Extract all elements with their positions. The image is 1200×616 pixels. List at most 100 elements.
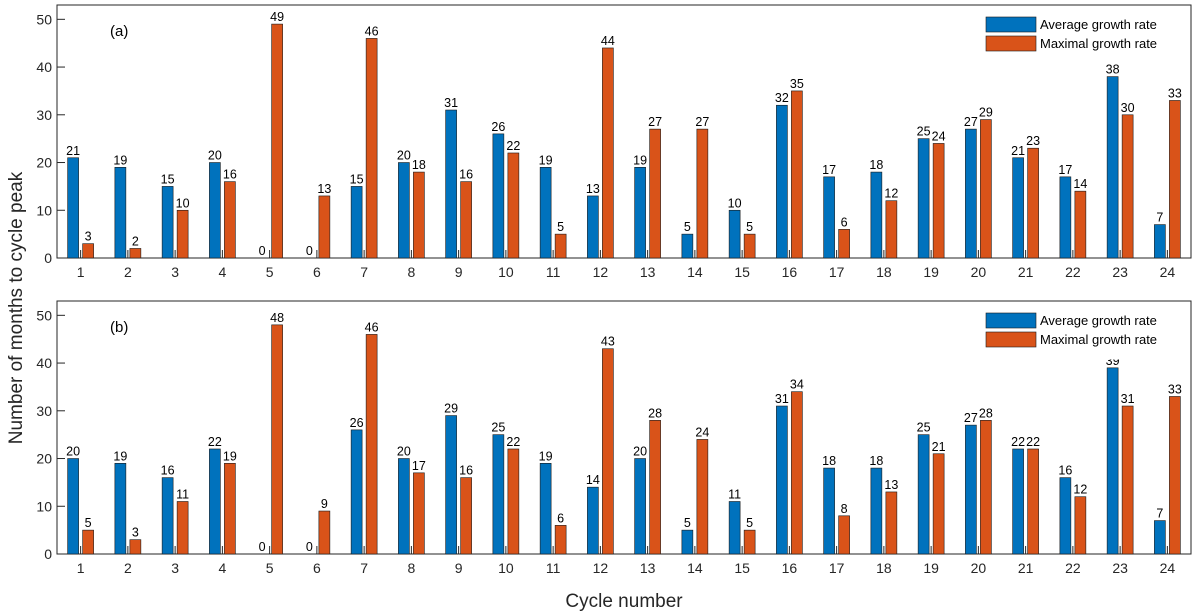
x-tick-label: 2 [124,264,132,280]
x-tick-label: 20 [971,560,987,576]
data-label: 27 [964,411,978,425]
x-tick-label: 24 [1160,264,1176,280]
x-tick-label: 9 [455,264,463,280]
data-label: 16 [459,464,473,478]
average-bar-a-8 [398,162,410,259]
data-label: 19 [113,449,127,463]
data-label: 16 [223,168,237,182]
data-label: 46 [365,320,379,334]
average-bar-b-18 [870,467,883,555]
x-tick-label: 11 [546,264,561,280]
maximal-bar-a-3 [176,209,189,259]
average-bar-a-21 [1012,157,1024,259]
data-label: 23 [1026,134,1040,148]
maximal-bar-a-20 [980,119,992,259]
maximal-bar-b-10 [507,448,520,555]
maximal-bar-a-2 [129,248,142,259]
data-label: 3 [85,230,92,244]
data-label: 9 [321,497,328,511]
data-label: 28 [979,406,993,420]
average-bar-b-1 [67,458,79,555]
data-label: 43 [601,335,615,349]
maximal-bar-a-24 [1169,100,1181,259]
x-tick-label: 8 [407,560,415,576]
plot-area-b [56,300,1192,555]
average-bar-a-12 [587,195,599,259]
maximal-bar-b-6 [318,510,331,555]
average-bar-a-23 [1106,76,1119,259]
average-bar-a-15 [728,209,741,259]
average-bar-b-22 [1059,477,1072,555]
data-label: 14 [586,473,600,487]
x-tick-label: 3 [171,560,179,576]
maximal-bar-b-12 [602,348,614,555]
data-label: 25 [917,125,931,139]
y-tick-label: 50 [36,11,52,27]
average-bar-a-16 [776,104,788,259]
maximal-bar-b-11 [554,525,567,555]
maximal-bar-a-16 [791,90,803,259]
x-tick-label: 10 [498,264,514,280]
y-tick-label: 20 [36,155,52,171]
average-bar-a-4 [209,162,221,259]
data-label: 15 [161,172,175,186]
x-tick-label: 5 [266,560,274,576]
data-label: 30 [1121,101,1135,115]
x-tick-label: 19 [923,264,939,280]
x-tick-label: 13 [640,264,656,280]
x-tick-label: 16 [782,264,798,280]
data-label: 20 [397,149,411,163]
y-tick-label: 10 [36,498,52,514]
data-label: 0 [259,540,266,554]
data-label: 21 [1011,144,1025,158]
maximal-bar-a-5 [271,23,283,259]
data-label: 46 [365,24,379,38]
average-bar-b-15 [728,501,741,555]
average-bar-b-13 [634,458,646,555]
average-bar-b-14 [681,529,694,555]
maximal-bar-a-15 [743,233,756,259]
x-tick-label: 10 [498,560,514,576]
x-tick-label: 4 [218,264,226,280]
data-label: 18 [822,454,836,468]
average-bar-b-16 [776,405,788,555]
data-label: 3 [132,526,139,540]
x-tick-label: 24 [1160,560,1176,576]
maximal-bar-b-9 [460,477,472,555]
average-bar-a-1 [67,157,79,259]
maximal-bar-a-18 [885,200,898,259]
data-label: 19 [539,449,553,463]
data-label: 21 [932,440,946,454]
plot-area-a [56,4,1192,259]
data-label: 18 [869,454,883,468]
x-tick-label: 18 [876,264,892,280]
maximal-bar-b-17 [838,515,850,555]
x-tick-label: 12 [593,264,609,280]
average-bar-b-19 [917,434,930,555]
data-label: 31 [1121,392,1135,406]
maximal-bar-b-18 [885,491,898,555]
data-label: 25 [491,421,505,435]
maximal-bar-b-19 [932,453,945,555]
maximal-bar-a-13 [649,128,661,259]
maximal-bar-a-14 [696,128,709,259]
y-tick-label: 0 [44,250,52,266]
y-axis-title: Number of months to cycle peak [6,171,27,444]
average-bar-a-2 [114,167,127,259]
data-label: 29 [444,402,458,416]
average-bar-a-24 [1154,224,1166,259]
y-tick-label: 50 [36,307,52,323]
maximal-bar-b-4 [224,463,236,555]
x-tick-label: 8 [407,264,415,280]
x-tick-label: 17 [829,560,845,576]
panel-label: (a) [110,23,128,40]
data-label: 19 [633,153,647,167]
data-label: 16 [161,464,175,478]
x-tick-label: 23 [1112,264,1128,280]
data-label: 13 [317,182,331,196]
data-label: 31 [444,96,458,110]
maximal-bar-b-22 [1074,496,1087,555]
average-bar-b-7 [350,429,363,555]
y-tick-label: 10 [36,202,52,218]
